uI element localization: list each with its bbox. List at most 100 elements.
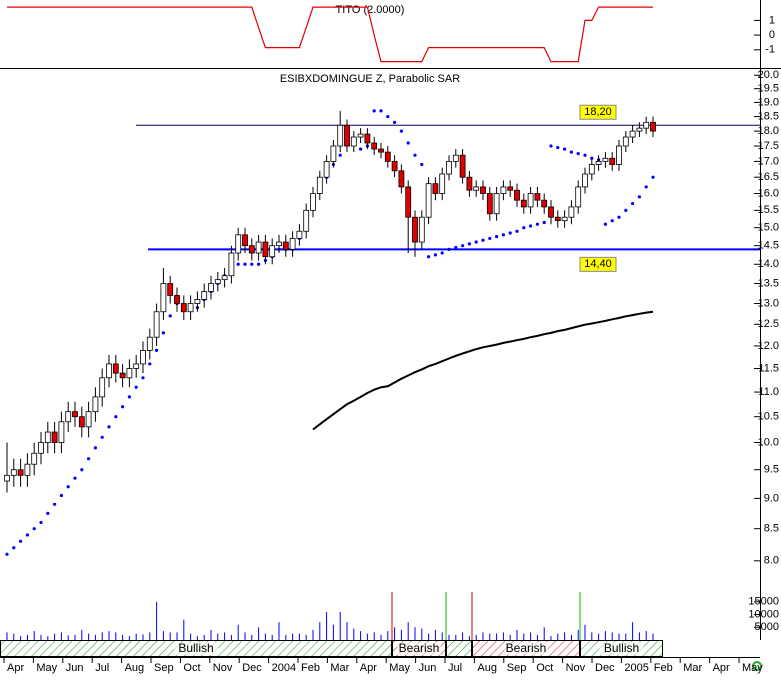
candle-body [228, 252, 235, 277]
candle-body [378, 148, 384, 153]
indicator-tick-label: 0 [769, 29, 775, 41]
sar-dot [12, 546, 16, 550]
sar-dot [379, 109, 383, 113]
volume-tick-label: 10000 [748, 608, 779, 620]
y-tick-label: 15.0 [758, 222, 779, 234]
candle-body [622, 136, 629, 147]
sar-dot [413, 153, 417, 157]
indicator-line [7, 6, 653, 63]
y-tick-label: 17.5 [758, 140, 779, 152]
candle-body [92, 396, 99, 413]
candle-body [180, 303, 187, 313]
candle-body [575, 186, 582, 208]
sar-dot [87, 457, 91, 461]
sar-dot [427, 255, 431, 259]
x-tick-label: Sep [507, 662, 527, 674]
sar-dot [542, 220, 546, 225]
x-tick-label: Jul [95, 662, 109, 674]
sar-dot [39, 520, 43, 525]
candle-body [323, 160, 330, 178]
chart-title: ESIBXDOMINGUE Z, Parabolic SAR [280, 73, 460, 85]
sar-dot [148, 362, 152, 366]
candle-body [609, 157, 616, 165]
candle-body [160, 283, 167, 313]
x-tick-label: Apr [713, 662, 730, 674]
sar-dot [134, 385, 138, 389]
candle-body [106, 363, 112, 379]
sar-dot [440, 251, 444, 255]
indicator-tick-label: -1 [765, 44, 775, 56]
candle-body [174, 295, 180, 304]
level-label: 14,40 [584, 258, 612, 270]
x-tick-label: Apr [7, 662, 24, 674]
sar-dot [93, 446, 97, 450]
level-label-box [579, 104, 617, 120]
x-tick-label: Feb [654, 662, 673, 674]
sar-dot [66, 485, 70, 489]
moving-average-line [312, 310, 654, 431]
candle-body [527, 193, 534, 208]
indicator-title: TITO (2.0000) [336, 4, 405, 16]
y-tick-label: 15.5 [758, 204, 779, 216]
volume-tick-label: 15000 [748, 596, 779, 608]
candle-body [534, 193, 541, 201]
y-tick-label: 9.5 [764, 464, 779, 476]
x-tick-label: Nov [566, 662, 586, 674]
status-icon[interactable] [752, 661, 762, 671]
candle-body [391, 160, 398, 172]
y-tick-label: 16.0 [758, 187, 779, 199]
sar-dot [32, 527, 36, 531]
y-tick-label: 8.5 [764, 523, 779, 535]
candle-body [520, 199, 527, 208]
sar-dot [631, 201, 635, 206]
indicator-tick-label: 1 [769, 14, 775, 26]
x-tick-label: Mar [683, 662, 702, 674]
sar-dot [53, 502, 57, 506]
candle-body [126, 368, 133, 379]
y-tick-label: 11.5 [758, 362, 779, 374]
x-tick-label: Nov [213, 662, 233, 674]
x-tick-label: Jun [66, 662, 84, 674]
sar-dot [529, 224, 533, 228]
sar-dot [433, 253, 437, 257]
y-tick-label: 8.0 [764, 555, 779, 567]
candle-body [541, 199, 548, 208]
sar-dot [556, 145, 560, 150]
sar-dot [73, 476, 77, 480]
x-tick-label: 2004 [272, 662, 296, 674]
y-tick-label: 18.0 [758, 125, 779, 137]
volume-tick-label: 5000 [755, 621, 779, 633]
candle-body [269, 245, 276, 258]
sar-dot [624, 208, 628, 212]
candle-body [296, 230, 303, 239]
sar-dot [243, 262, 247, 266]
regime-label-bg [174, 642, 218, 655]
sar-dot [617, 215, 621, 219]
candle-body [473, 186, 480, 191]
candle-body [17, 469, 24, 476]
candle-body [643, 121, 650, 129]
candle-body [337, 124, 344, 147]
candle-body [486, 193, 493, 215]
regime-label: Bearish [506, 641, 547, 655]
candle-body [466, 176, 473, 191]
sar-dot [121, 405, 125, 409]
candle-body [561, 216, 568, 222]
x-tick-label: May [742, 662, 763, 674]
candle-body [316, 176, 323, 194]
sar-dot [386, 114, 390, 119]
sar-dot [549, 144, 553, 148]
sar-dot [257, 262, 261, 266]
candle-body [208, 283, 214, 292]
candle-body [554, 216, 561, 222]
candle-body [493, 193, 500, 215]
candle-body [235, 234, 242, 254]
regime-label-bg [397, 642, 441, 655]
x-tick-label: Aug [125, 662, 145, 674]
candle-body [500, 186, 507, 194]
sar-dot [141, 376, 145, 380]
candle-body [72, 411, 78, 418]
y-tick-label: 14.5 [758, 240, 779, 252]
